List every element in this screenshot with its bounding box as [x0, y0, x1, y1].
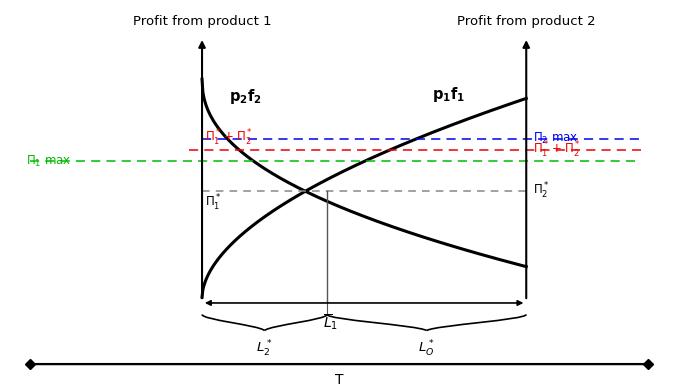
Text: Profit from product 1: Profit from product 1 [133, 15, 271, 27]
Text: Profit from product 2: Profit from product 2 [457, 15, 596, 27]
Text: $\it{\Pi}_1^*+\Pi_2^*$: $\it{\Pi}_1^*+\Pi_2^*$ [533, 140, 581, 160]
Text: T: T [334, 372, 343, 387]
Text: $L_O^*$: $L_O^*$ [418, 339, 434, 359]
Text: $\it{\Pi}_1^*$: $\it{\Pi}_1^*$ [206, 193, 222, 213]
Text: $\it{\Pi}_2$ max: $\it{\Pi}_2$ max [533, 131, 578, 146]
Text: $\it{\Pi}_1$ max: $\it{\Pi}_1$ max [27, 154, 72, 169]
Text: $\overline{L}_1$: $\overline{L}_1$ [323, 312, 338, 332]
Text: $\bf{p_2f_2}$: $\bf{p_2f_2}$ [229, 87, 262, 106]
Text: $L_2^*$: $L_2^*$ [256, 339, 272, 359]
Text: $\it{\Pi}_1^*+\Pi_2^*$: $\it{\Pi}_1^*+\Pi_2^*$ [206, 128, 253, 149]
Text: $\bf{p_1f_1}$: $\bf{p_1f_1}$ [432, 85, 465, 104]
Text: $\it{\Pi}_2^*$: $\it{\Pi}_2^*$ [533, 181, 550, 201]
